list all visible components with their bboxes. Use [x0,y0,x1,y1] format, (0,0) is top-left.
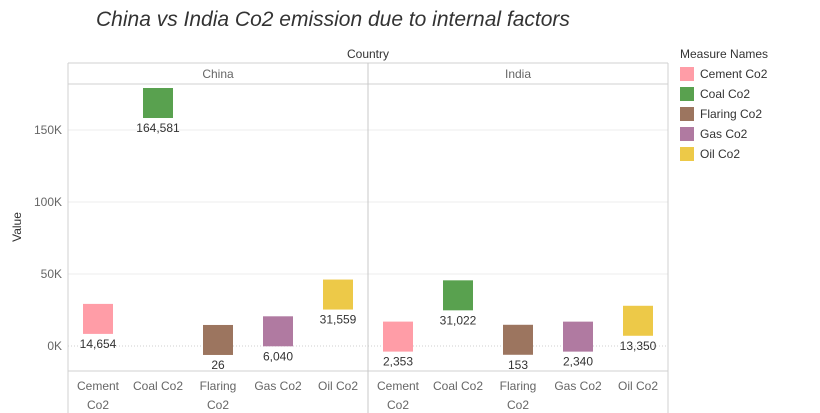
legend-label: Oil Co2 [700,147,741,161]
x-tick-label: Co2 [507,398,529,412]
legend-item[interactable]: Cement Co2 [680,64,768,84]
column-header: Country [347,47,389,61]
legend-item[interactable]: Oil Co2 [680,144,768,164]
legend: Measure Names Cement Co2 Coal Co2 Flaring … [680,47,768,164]
data-label: 14,654 [80,337,117,351]
x-tick-label: Oil Co2 [318,379,358,393]
bar-india-0 [383,321,413,352]
data-label: 164,581 [136,121,180,135]
x-tick-label: Co2 [387,398,409,412]
data-label: 153 [508,358,528,372]
legend-item[interactable]: Gas Co2 [680,124,768,144]
bar-china-4 [323,279,353,310]
x-tick-label: Oil Co2 [618,379,658,393]
x-tick-label: Cement [77,379,120,393]
panel-label-china: China [202,67,234,81]
data-label: 6,040 [263,349,293,363]
bar-india-1 [443,280,473,311]
y-tick-label: 50K [41,267,62,281]
bar-china-0 [83,303,113,334]
data-label: 31,022 [440,313,477,327]
legend-label: Gas Co2 [700,127,748,141]
x-tick-label: Co2 [87,398,109,412]
data-label: 2,353 [383,355,413,369]
y-tick-label: 150K [34,123,62,137]
legend-label: Cement Co2 [700,67,768,81]
bar-china-3 [263,316,293,347]
y-axis-title: Value [10,212,24,242]
legend-item[interactable]: Flaring Co2 [680,104,768,124]
y-tick-label: 0K [47,339,62,353]
y-tick-label: 100K [34,195,62,209]
x-tick-label: Coal Co2 [133,379,183,393]
x-tick-label: Co2 [207,398,229,412]
x-tick-label: Cement [377,379,420,393]
x-tick-label: Gas Co2 [554,379,602,393]
x-tick-label: Flaring [500,379,537,393]
x-tick-label: Flaring [200,379,237,393]
bar-china-2 [203,324,233,355]
chart-title: China vs India Co2 emission due to inter… [96,8,570,31]
legend-swatch [680,67,694,81]
panel-label-india: India [505,67,531,81]
data-label: 13,350 [620,339,657,353]
legend-swatch [680,107,694,121]
data-label: 31,559 [320,313,357,327]
legend-swatch [680,87,694,101]
x-tick-label: Gas Co2 [254,379,302,393]
legend-swatch [680,127,694,141]
legend-item[interactable]: Coal Co2 [680,84,768,104]
legend-title: Measure Names [680,47,769,61]
bar-india-2 [503,324,533,355]
data-label: 2,340 [563,355,593,369]
legend-label: Flaring Co2 [700,107,763,121]
bar-india-4 [623,305,653,336]
data-label: 26 [211,358,225,372]
legend-swatch [680,147,694,161]
bar-china-1 [143,88,173,119]
bar-india-3 [563,321,593,352]
legend-label: Coal Co2 [700,87,751,101]
x-tick-label: Coal Co2 [433,379,483,393]
